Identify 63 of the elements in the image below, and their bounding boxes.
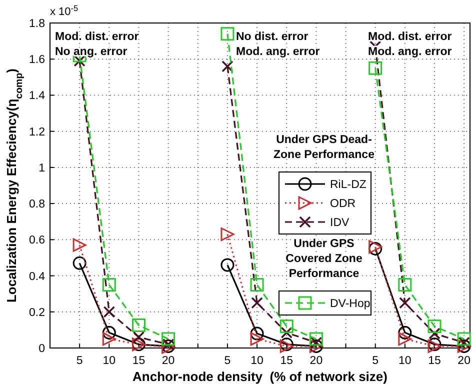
annotation: No dist. error Mod. ang. error (236, 31, 320, 58)
point (72, 256, 86, 270)
x-tick-label: 20 (458, 355, 470, 367)
x-tick-label: 5 (76, 355, 83, 367)
point (220, 258, 234, 272)
annotation: Mod. dist. error Mod. ang. error (368, 31, 452, 58)
y-tick-label: 1.2 (29, 126, 45, 138)
point (102, 332, 116, 346)
point (428, 328, 440, 340)
point (458, 336, 470, 348)
point (250, 332, 264, 346)
x-tick-label: 15 (428, 355, 441, 367)
legend-label: ODR (330, 198, 356, 210)
x-tick-label: 10 (102, 355, 116, 367)
x-tick-label: 15 (132, 355, 146, 367)
point (102, 326, 116, 340)
x-tick-label: 10 (398, 355, 412, 367)
x-axis-title: Anchor-node density (% of network size) (132, 369, 388, 384)
point (280, 320, 294, 334)
x-tick-label: 20 (162, 355, 175, 367)
y-tick-label: 0.6 (29, 234, 45, 247)
y-tick-label: 0.4 (29, 270, 46, 283)
x-tick-label: 15 (280, 355, 294, 367)
point (398, 278, 412, 292)
y-tick-label: 0 (38, 343, 45, 355)
point (280, 326, 293, 339)
y-tick-label: 1 (38, 162, 45, 174)
point (250, 278, 264, 292)
annotation: Under GPS Dead- Zone Performance (274, 134, 374, 161)
legend-label: DV-Hop (330, 298, 370, 310)
point (102, 278, 116, 292)
point (457, 332, 471, 346)
point (72, 238, 86, 252)
x-tick-label: 5 (372, 355, 379, 367)
point (310, 336, 322, 348)
point (428, 320, 442, 334)
legend-label: RiL-DZ (330, 179, 366, 191)
point (220, 27, 234, 41)
point (251, 296, 263, 309)
point (132, 331, 145, 344)
y-tick-label: 0.8 (29, 198, 45, 211)
point (250, 326, 264, 340)
y-tick-label: 0.2 (29, 306, 45, 319)
x-tick-label: 5 (224, 355, 231, 367)
point (368, 61, 382, 75)
annotation: Under GPS Covered Zone Performance (286, 238, 362, 280)
point (398, 332, 412, 346)
y-tick-label: 1.4 (29, 90, 46, 102)
point (162, 338, 174, 350)
y-tick-label: 1.8 (29, 18, 45, 30)
legend-label: IDV (330, 217, 350, 229)
x-tick-label: 20 (310, 355, 323, 367)
point (309, 332, 323, 346)
point (398, 326, 412, 340)
x-tick-label: 10 (250, 355, 264, 367)
point (399, 296, 411, 309)
point (220, 228, 234, 241)
point (103, 306, 116, 318)
text: x 10$^{-5}$ (50, 4, 79, 18)
point (132, 318, 146, 332)
point (162, 332, 176, 346)
y-tick-label: 1.6 (29, 54, 45, 66)
point (222, 60, 234, 72)
